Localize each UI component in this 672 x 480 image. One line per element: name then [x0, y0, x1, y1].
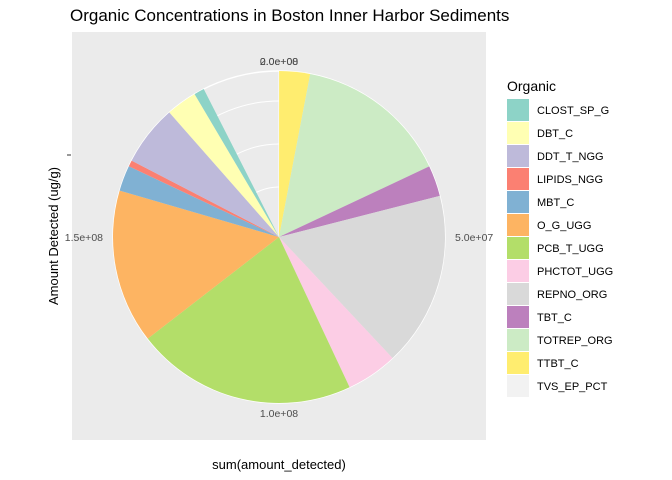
tick-label: 0.0e+00: [260, 56, 298, 68]
legend-key-dbt-c: [507, 122, 529, 144]
pie-slice-ddt-t-ngg: [131, 112, 279, 237]
pie-slice-o-g-ugg: [113, 190, 279, 339]
pie-slice-mbt-c: [119, 166, 279, 237]
legend-label: REPNO_ORG: [537, 289, 607, 301]
legend-key-ddt-t-ngg: [507, 145, 529, 167]
pie-slices: [113, 71, 445, 403]
legend-key-phctot-ugg: [507, 260, 529, 282]
pie-slice-ttbt-c: [279, 71, 311, 237]
legend-label: TBT_C: [537, 312, 572, 324]
legend-label: PCB_T_UGG: [537, 243, 604, 255]
pie-slice-totrep-org: [279, 73, 430, 237]
pie-slice-lipids-ngg: [128, 160, 279, 237]
chart-title: Organic Concentrations in Boston Inner H…: [70, 6, 509, 25]
legend-label: TTBT_C: [537, 358, 579, 370]
tick-label: 1.0e+08: [260, 408, 298, 420]
legend: Organic CLOST_SP_G DBT_C DDT_T_NGG LIPIDS_N…: [507, 78, 613, 397]
legend-title: Organic: [507, 78, 556, 94]
pie-slice-phctot-ugg: [279, 237, 393, 388]
legend-label: CLOST_SP_G: [537, 105, 609, 117]
legend-label: O_G_UGG: [537, 220, 591, 232]
legend-label: PHCTOT_UGG: [537, 266, 613, 278]
tick-label: 1.5e+08: [65, 232, 103, 244]
pie-slice-clost-sp-g: [194, 89, 279, 237]
legend-key-mbt-c: [507, 191, 529, 213]
legend-label: LIPIDS_NGG: [537, 174, 603, 186]
legend-label: DDT_T_NGG: [537, 151, 604, 163]
legend-key-tvs-ep-pct: [507, 375, 529, 397]
legend-label: MBT_C: [537, 197, 574, 209]
legend-key-totrep-org: [507, 329, 529, 351]
pie-slice-pcb-t-ugg: [147, 237, 350, 403]
legend-key-ttbt-c: [507, 352, 529, 374]
x-axis-title: sum(amount_detected): [212, 457, 346, 472]
legend-key-repno-org: [507, 283, 529, 305]
y-axis-title: Amount Detected (ug/g): [46, 167, 61, 305]
legend-label: TVS_EP_PCT: [537, 381, 608, 393]
pie-slice-tbt-c: [279, 166, 440, 237]
tick-label: 5.0e+07: [455, 232, 493, 244]
legend-label: DBT_C: [537, 128, 573, 140]
tick-label: 2.0e+08: [260, 56, 298, 68]
angle-tick-labels: 0.0e+00 5.0e+07 1.0e+08 1.5e+08 2.0e+08: [65, 56, 494, 420]
legend-key-o-g-ugg: [507, 214, 529, 236]
legend-key-lipids-ngg: [507, 168, 529, 190]
pie-slice-repno-org: [279, 195, 445, 359]
legend-label: TOTREP_ORG: [537, 335, 613, 347]
legend-key-clost-sp-g: [507, 99, 529, 121]
legend-key-pcb-t-ugg: [507, 237, 529, 259]
pie-slice-dbt-c: [169, 94, 279, 238]
legend-key-tbt-c: [507, 306, 529, 328]
